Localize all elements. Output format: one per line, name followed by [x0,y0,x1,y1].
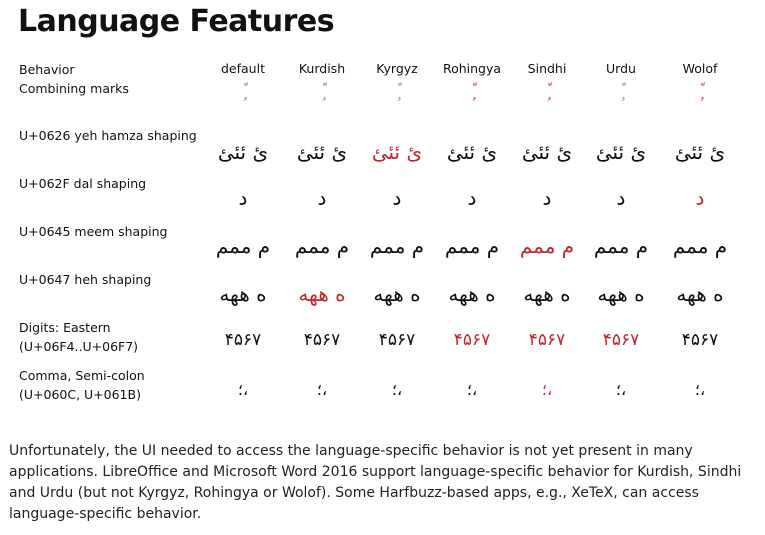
sample-cell: ه ههه [676,282,724,306]
sample-cell: ه ههه [597,282,645,306]
row-label-line: Comma, Semi-colon [19,368,145,383]
language-header-wolof: Wolof [682,61,718,76]
sample-cell: ٍْٜ٘ [282,81,362,101]
sample-cell: د [238,186,248,210]
sample-cell: ۴۵۶۷ [528,330,566,350]
sample-cell: ٍْٜ٘ [432,81,512,101]
row-label: U+062F dal shaping [19,174,146,193]
row-label-line: (U+06F4..U+06F7) [19,339,139,354]
row-label-line: U+062F dal shaping [19,176,147,191]
row-label-line: U+0647 heh shaping [19,272,152,287]
sample-cell: ٍْٜ٘ [660,81,740,101]
sample-cell: ٍْٜ٘ [507,81,587,101]
language-header-urdu: Urdu [606,61,636,76]
sample-cell: ئ ئئئ [371,140,423,164]
sample-cell: د [317,186,327,210]
sample-cell: م ممم [519,234,575,258]
sample-cell: م ممم [294,234,350,258]
sample-cell: د [467,186,477,210]
sample-cell: ٍْٜ٘ [357,81,437,101]
language-header-kurdish: Kurdish [298,61,346,76]
row-label: Combining marks [19,79,129,98]
sample-cell: ،؛ [391,380,403,399]
row-label-line: U+0626 yeh hamza shaping [19,128,197,143]
sample-cell: ۴۵۶۷ [681,330,719,350]
sample-cell: ئ ئئئ [446,140,498,164]
sample-cell: ه ههه [219,282,267,306]
sample-cell: ٍْٜ٘ [203,81,283,101]
sample-cell: ،؛ [466,380,478,399]
row-label: U+0647 heh shaping [19,270,151,289]
language-header-default: default [221,61,265,76]
sample-cell: ۴۵۶۷ [303,330,341,350]
sample-cell: ۴۵۶۷ [602,330,640,350]
sample-cell: د [695,186,705,210]
page-title: Language Features [18,4,335,39]
sample-cell: د [542,186,552,210]
sample-cell: ئ ئئئ [521,140,573,164]
row-label: U+0645 meem shaping [19,222,167,241]
row-label-line: U+0645 meem shaping [19,224,168,239]
language-header-sindhi: Sindhi [527,61,567,76]
sample-cell: ،؛ [615,380,627,399]
row-label: Comma, Semi-colon (U+060C, U+061B) [19,366,145,404]
sample-cell: م ممم [444,234,500,258]
sample-cell: ۴۵۶۷ [224,330,262,350]
row-label-line: (U+060C, U+061B) [19,387,141,402]
sample-cell: د [616,186,626,210]
sample-cell: ه ههه [373,282,421,306]
sample-cell: ،؛ [694,380,706,399]
sample-cell: ،؛ [237,380,249,399]
sample-cell: ئ ئئئ [296,140,348,164]
sample-cell: ۴۵۶۷ [378,330,416,350]
row-label: Digits: Eastern (U+06F4..U+06F7) [19,318,138,356]
language-header-kyrgyz: Kyrgyz [376,61,418,76]
row-label: U+0626 yeh hamza shaping [19,126,197,145]
sample-cell: ئ ئئئ [217,140,269,164]
sample-cell: م ممم [593,234,649,258]
sample-cell: ٍْٜ٘ [581,81,661,101]
sample-cell: ۴۵۶۷ [453,330,491,350]
sample-cell: ه ههه [448,282,496,306]
row-label-line: Combining marks [19,81,129,96]
sample-cell: ئ ئئئ [595,140,647,164]
sample-cell: ئ ئئئ [674,140,726,164]
behavior-header: Behavior [19,62,75,77]
language-header-rohingya: Rohingya [442,61,502,76]
sample-cell: ه ههه [298,282,346,306]
row-label-line: Digits: Eastern [19,320,111,335]
footer-paragraph: Unfortunately, the UI needed to access t… [9,443,742,522]
sample-cell: د [392,186,402,210]
sample-cell: ،؛ [316,380,328,399]
sample-cell: م ممم [369,234,425,258]
sample-cell: م ممم [672,234,728,258]
sample-cell: ،؛ [541,380,553,399]
sample-cell: م ممم [215,234,271,258]
sample-cell: ه ههه [523,282,571,306]
